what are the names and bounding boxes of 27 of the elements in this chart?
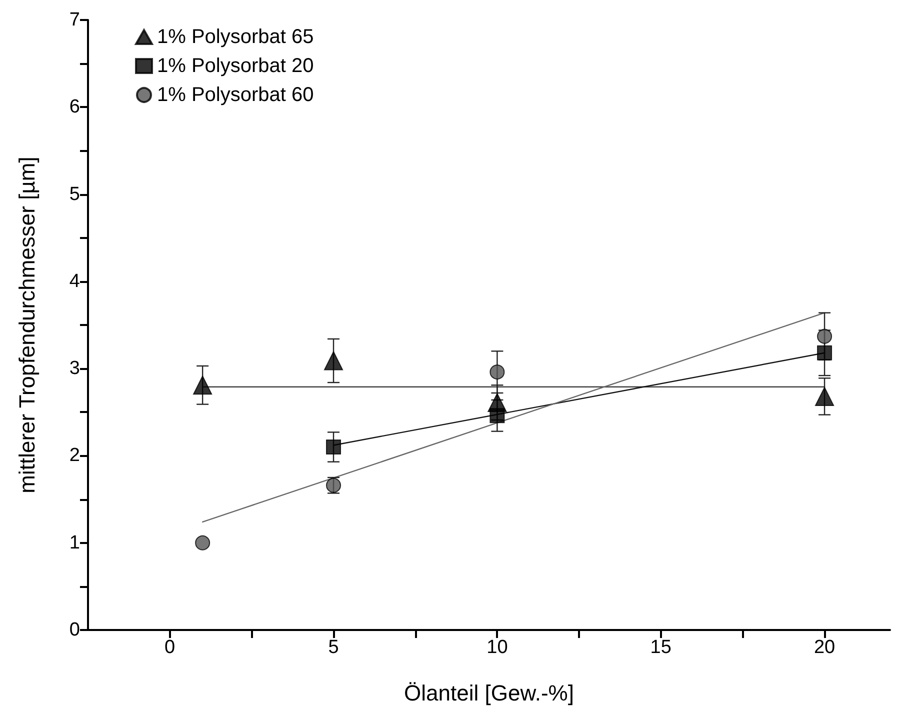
point (817, 328, 832, 344)
point (490, 408, 505, 424)
y-tick-label: 7 (69, 10, 80, 30)
y-tick-label: 3 (69, 358, 80, 380)
point (326, 440, 342, 454)
legend-label: 1% Polysorbat 20 (157, 55, 314, 77)
x-tick-label: 15 (650, 637, 672, 658)
point (193, 376, 212, 395)
x-tick-label: 5 (328, 637, 339, 658)
x-tick-label: 10 (486, 637, 508, 658)
x-tick-label: 0 (164, 637, 176, 658)
legend-label: 1% Polysorbat 60 (157, 84, 314, 106)
point (324, 351, 344, 370)
point (817, 345, 832, 360)
y-tick-label: 0 (69, 620, 80, 640)
x-tick-label: 20 (814, 637, 836, 658)
point (815, 386, 834, 406)
y-tick-label: 6 (69, 96, 80, 118)
point (195, 535, 210, 550)
y-tick-label: 1 (69, 532, 80, 554)
y-axis-title: mittlerer Tropfendurchmesser [µm] (14, 156, 40, 494)
y-tick-label: 5 (69, 184, 80, 205)
point (490, 364, 505, 380)
y-tick-label: 2 (69, 445, 80, 466)
legend-label: 1% Polysorbat 65 (157, 26, 314, 48)
y-tick-label: 4 (69, 270, 80, 292)
x-axis-title: Ölanteil [Gew.-%] (404, 680, 574, 706)
